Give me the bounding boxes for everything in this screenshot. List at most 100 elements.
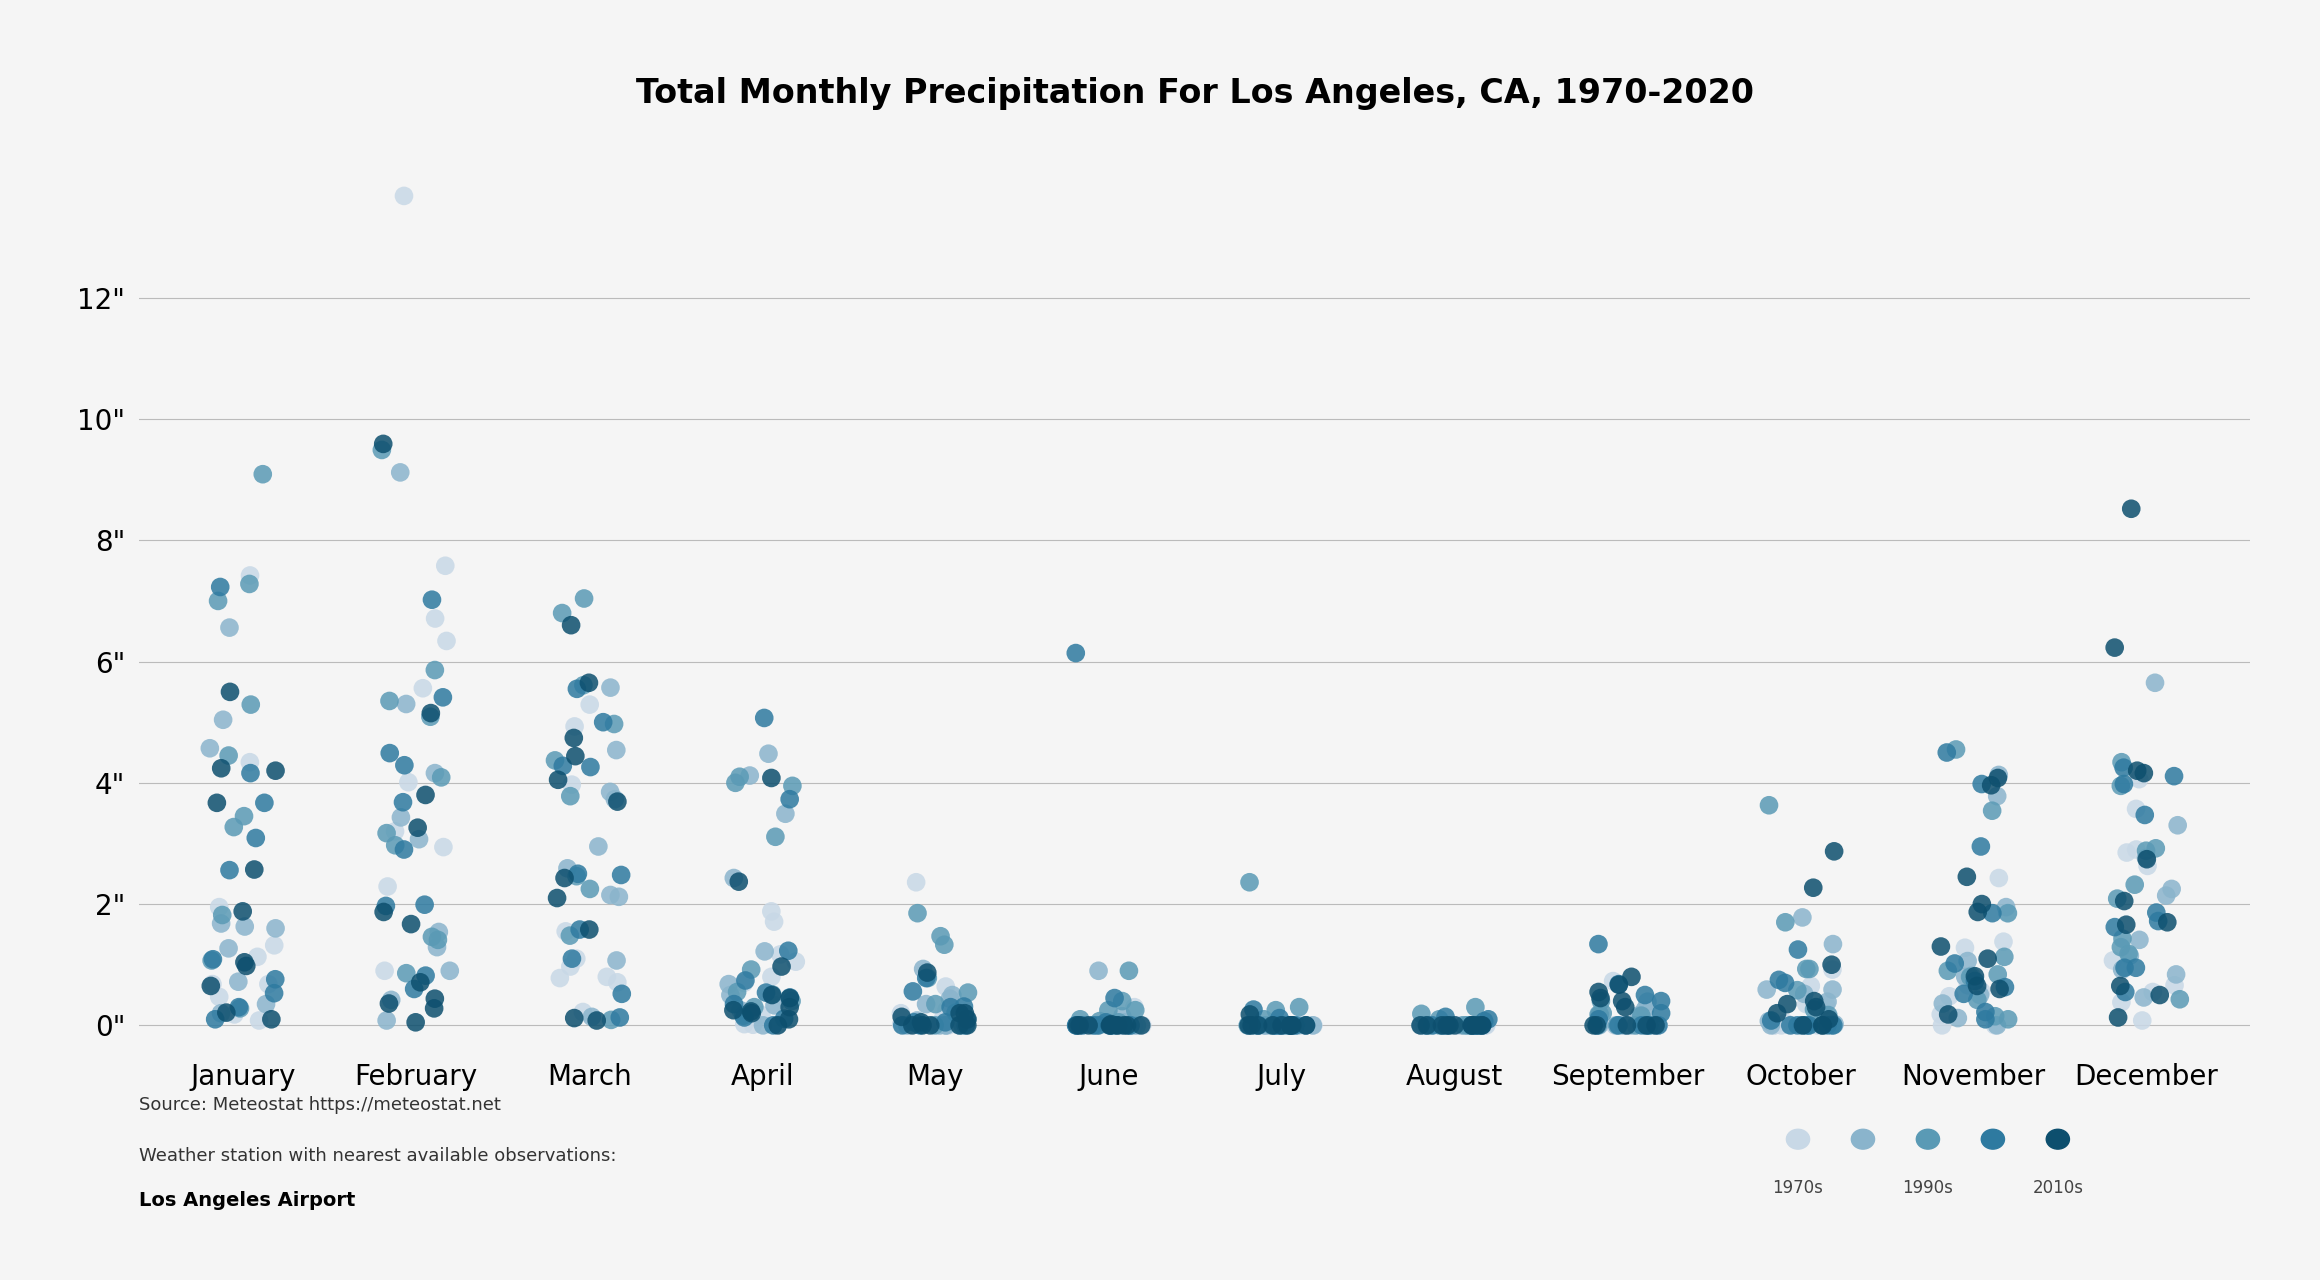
Point [1749,979,1786,1000]
Point [2118,760,2155,781]
Point [1295,1015,1332,1036]
Point [1812,955,1849,975]
Point [1100,1015,1137,1036]
Point [200,590,237,611]
Point [1246,1015,1283,1036]
Point [1471,1009,1508,1029]
Point [1404,1015,1441,1036]
Point [902,1015,940,1036]
Point [1116,997,1153,1018]
Point [719,982,756,1002]
Point [2134,982,2172,1002]
Point [420,929,457,950]
Point [1596,1015,1633,1036]
Point [921,925,958,946]
Point [1445,1015,1482,1036]
Point [1264,1015,1302,1036]
Point [1104,1015,1141,1036]
Point [747,941,784,961]
Point [2097,637,2134,658]
Point [1063,1009,1100,1029]
Point [907,993,944,1014]
Point [1076,1015,1114,1036]
Point [197,792,234,813]
Point [1257,1015,1295,1036]
Point [770,941,807,961]
Point [1986,947,2023,968]
Point [258,969,295,989]
Point [2104,774,2141,795]
Point [239,947,276,968]
Point [2102,937,2139,957]
Point [195,948,232,969]
Point [754,984,791,1005]
Point [766,1009,803,1029]
Point [1464,1015,1501,1036]
Point [1803,1015,1840,1036]
Point [1582,988,1619,1009]
Point [564,1002,601,1023]
Point [1810,992,1847,1012]
Point [592,782,629,803]
Point [367,896,404,916]
Point [1232,872,1269,892]
Point [371,691,408,712]
Point [422,767,459,787]
Point [1970,948,2007,969]
Point [1612,966,1650,987]
Point [220,997,258,1018]
Point [726,1007,763,1028]
Point [1766,973,1803,993]
Point [1580,934,1617,955]
Point [1596,1015,1633,1036]
Point [900,1015,937,1036]
Point [942,1004,979,1024]
Point [596,714,633,735]
Point [1789,993,1826,1014]
Point [1462,1015,1499,1036]
Point [1255,1015,1292,1036]
Point [1276,1015,1313,1036]
Point [1065,1015,1102,1036]
Point [364,434,401,454]
Point [1262,1015,1299,1036]
Point [1097,1015,1134,1036]
Point [401,829,438,850]
Point [418,937,455,957]
Point [1640,1015,1677,1036]
Point [1111,1015,1148,1036]
Point [1601,1015,1638,1036]
Point [1452,1015,1489,1036]
Point [592,1010,629,1030]
Point [949,982,986,1002]
Point [1109,1015,1146,1036]
Point [1626,984,1663,1005]
Point [1582,1005,1619,1025]
Point [1123,1015,1160,1036]
Point [1271,1015,1308,1036]
Point [756,827,793,847]
Text: 1970s: 1970s [1772,1179,1824,1197]
Point [2107,957,2144,978]
Point [2107,891,2144,911]
Point [937,1002,974,1023]
Point [383,808,420,828]
Point [1598,1015,1636,1036]
Point [710,974,747,995]
Point [2158,964,2195,984]
Point [735,997,773,1018]
Point [2102,751,2139,772]
Point [541,968,578,988]
Point [733,1001,770,1021]
Point [761,945,798,965]
Point [225,952,262,973]
Point [1267,1015,1304,1036]
Point [1234,1015,1271,1036]
Point [1427,1006,1464,1027]
Point [1963,893,2000,914]
Point [1814,959,1851,979]
Point [1617,1015,1654,1036]
Point [216,1005,253,1025]
Point [1608,1015,1645,1036]
Point [232,573,269,594]
